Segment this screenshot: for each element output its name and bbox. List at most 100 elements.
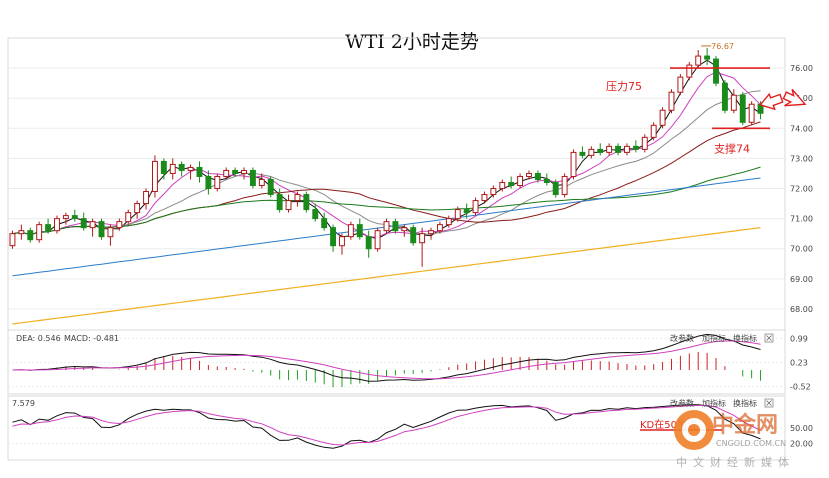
watermark-url: CNGOLD.COM.CN <box>716 439 786 448</box>
ma-line-48 <box>12 166 761 236</box>
macd-btn-switch[interactable]: 换指标 <box>733 333 757 343</box>
y-tick-label: 76.00 <box>790 64 813 73</box>
candle <box>472 197 479 216</box>
kd-k-line <box>12 404 761 449</box>
candle <box>107 224 114 246</box>
candle <box>36 221 43 243</box>
candle <box>552 179 559 198</box>
candle <box>534 170 541 183</box>
macd-btn-params[interactable]: 改参数 <box>670 333 694 343</box>
candle <box>588 146 595 159</box>
candle <box>330 224 337 252</box>
candle <box>151 155 158 198</box>
support-label: 支撑74 <box>714 141 750 155</box>
candle <box>632 140 639 153</box>
macd-dea-line <box>12 340 761 380</box>
kd-d-line <box>12 405 761 446</box>
candle <box>677 74 684 96</box>
ma-line-24 <box>12 121 761 236</box>
ma-line-3 <box>12 59 761 240</box>
y-tick-label: 73.00 <box>790 154 813 163</box>
candle <box>508 176 515 189</box>
macd-lines <box>12 333 761 382</box>
candle <box>561 173 568 198</box>
kd-tick-label: 20.00 <box>790 440 813 449</box>
candle <box>419 227 426 267</box>
candle <box>410 224 417 246</box>
price-axis-ticks: 76.00 75.00 74.00 73.00 72.00 71.00 70.00 69.00… <box>790 64 813 314</box>
macd-btn-add[interactable]: 加指标 <box>702 333 726 343</box>
candle <box>383 218 390 234</box>
y-tick-label: 68.00 <box>790 305 813 314</box>
candle <box>196 161 203 183</box>
candle <box>374 227 381 252</box>
candle <box>704 47 711 66</box>
candle <box>62 212 69 225</box>
candle <box>116 218 123 231</box>
candle <box>597 143 604 156</box>
candle <box>481 191 488 204</box>
candle <box>205 170 212 195</box>
candle <box>258 173 265 189</box>
candle <box>490 185 497 198</box>
y-tick-label: 70.00 <box>790 245 813 254</box>
candle <box>169 158 176 180</box>
y-tick-label: 72.00 <box>790 185 813 194</box>
candle <box>294 191 301 207</box>
candle <box>365 230 372 258</box>
macd-dif-line <box>12 333 761 382</box>
candle <box>392 218 399 234</box>
candle <box>739 92 746 126</box>
candle <box>45 218 52 234</box>
candle <box>27 227 34 243</box>
candle <box>187 164 194 180</box>
ma-line-long-orange <box>12 227 761 325</box>
candle <box>339 233 345 255</box>
main-panel: 76.00 75.00 74.00 73.00 72.00 71.00 70.00 69.00… <box>7 37 813 331</box>
candle <box>428 227 434 240</box>
candle <box>18 224 25 240</box>
kd-btn-switch[interactable]: 换指标 <box>733 398 757 408</box>
kd-tick-label: 50.00 <box>790 424 813 433</box>
macd-tick-label: -0.52 <box>790 383 811 392</box>
ma-line-12 <box>12 90 761 236</box>
candle <box>9 230 16 249</box>
candle <box>615 143 622 156</box>
candle <box>401 224 408 237</box>
macd-tick-label: 0.99 <box>790 334 808 343</box>
candle <box>223 167 230 180</box>
candle <box>579 146 586 159</box>
direction-arrow-icon <box>759 88 807 111</box>
moving-average-lines <box>12 59 761 325</box>
kd-axis-ticks: 50.00 20.00 <box>790 424 813 449</box>
candle <box>748 101 755 126</box>
macd-histogram <box>20 351 762 388</box>
candle <box>721 80 728 114</box>
watermark-logo-text: 中金网 <box>712 412 778 438</box>
candle <box>125 209 132 225</box>
candle <box>463 203 470 219</box>
kd-btn-add[interactable]: 加指标 <box>702 398 726 408</box>
candle <box>89 218 96 237</box>
y-tick-label: 75.00 <box>790 94 813 103</box>
candle <box>659 107 666 129</box>
candle <box>686 62 693 81</box>
candle <box>650 122 657 141</box>
candle <box>160 158 167 180</box>
price-grid <box>8 67 785 310</box>
candle <box>80 212 87 231</box>
kd-btn-params[interactable]: 改参数 <box>670 398 694 408</box>
candle <box>312 203 319 222</box>
candle <box>143 188 149 210</box>
candle <box>624 143 630 156</box>
candle <box>134 200 141 219</box>
candle <box>214 173 221 192</box>
candle <box>241 167 247 180</box>
macd-dea-label: DEA: 0.546 <box>16 334 61 343</box>
candle <box>98 218 105 240</box>
candle <box>499 179 506 192</box>
candle <box>730 89 737 114</box>
y-tick-label: 69.00 <box>790 275 813 284</box>
candle <box>526 170 532 180</box>
